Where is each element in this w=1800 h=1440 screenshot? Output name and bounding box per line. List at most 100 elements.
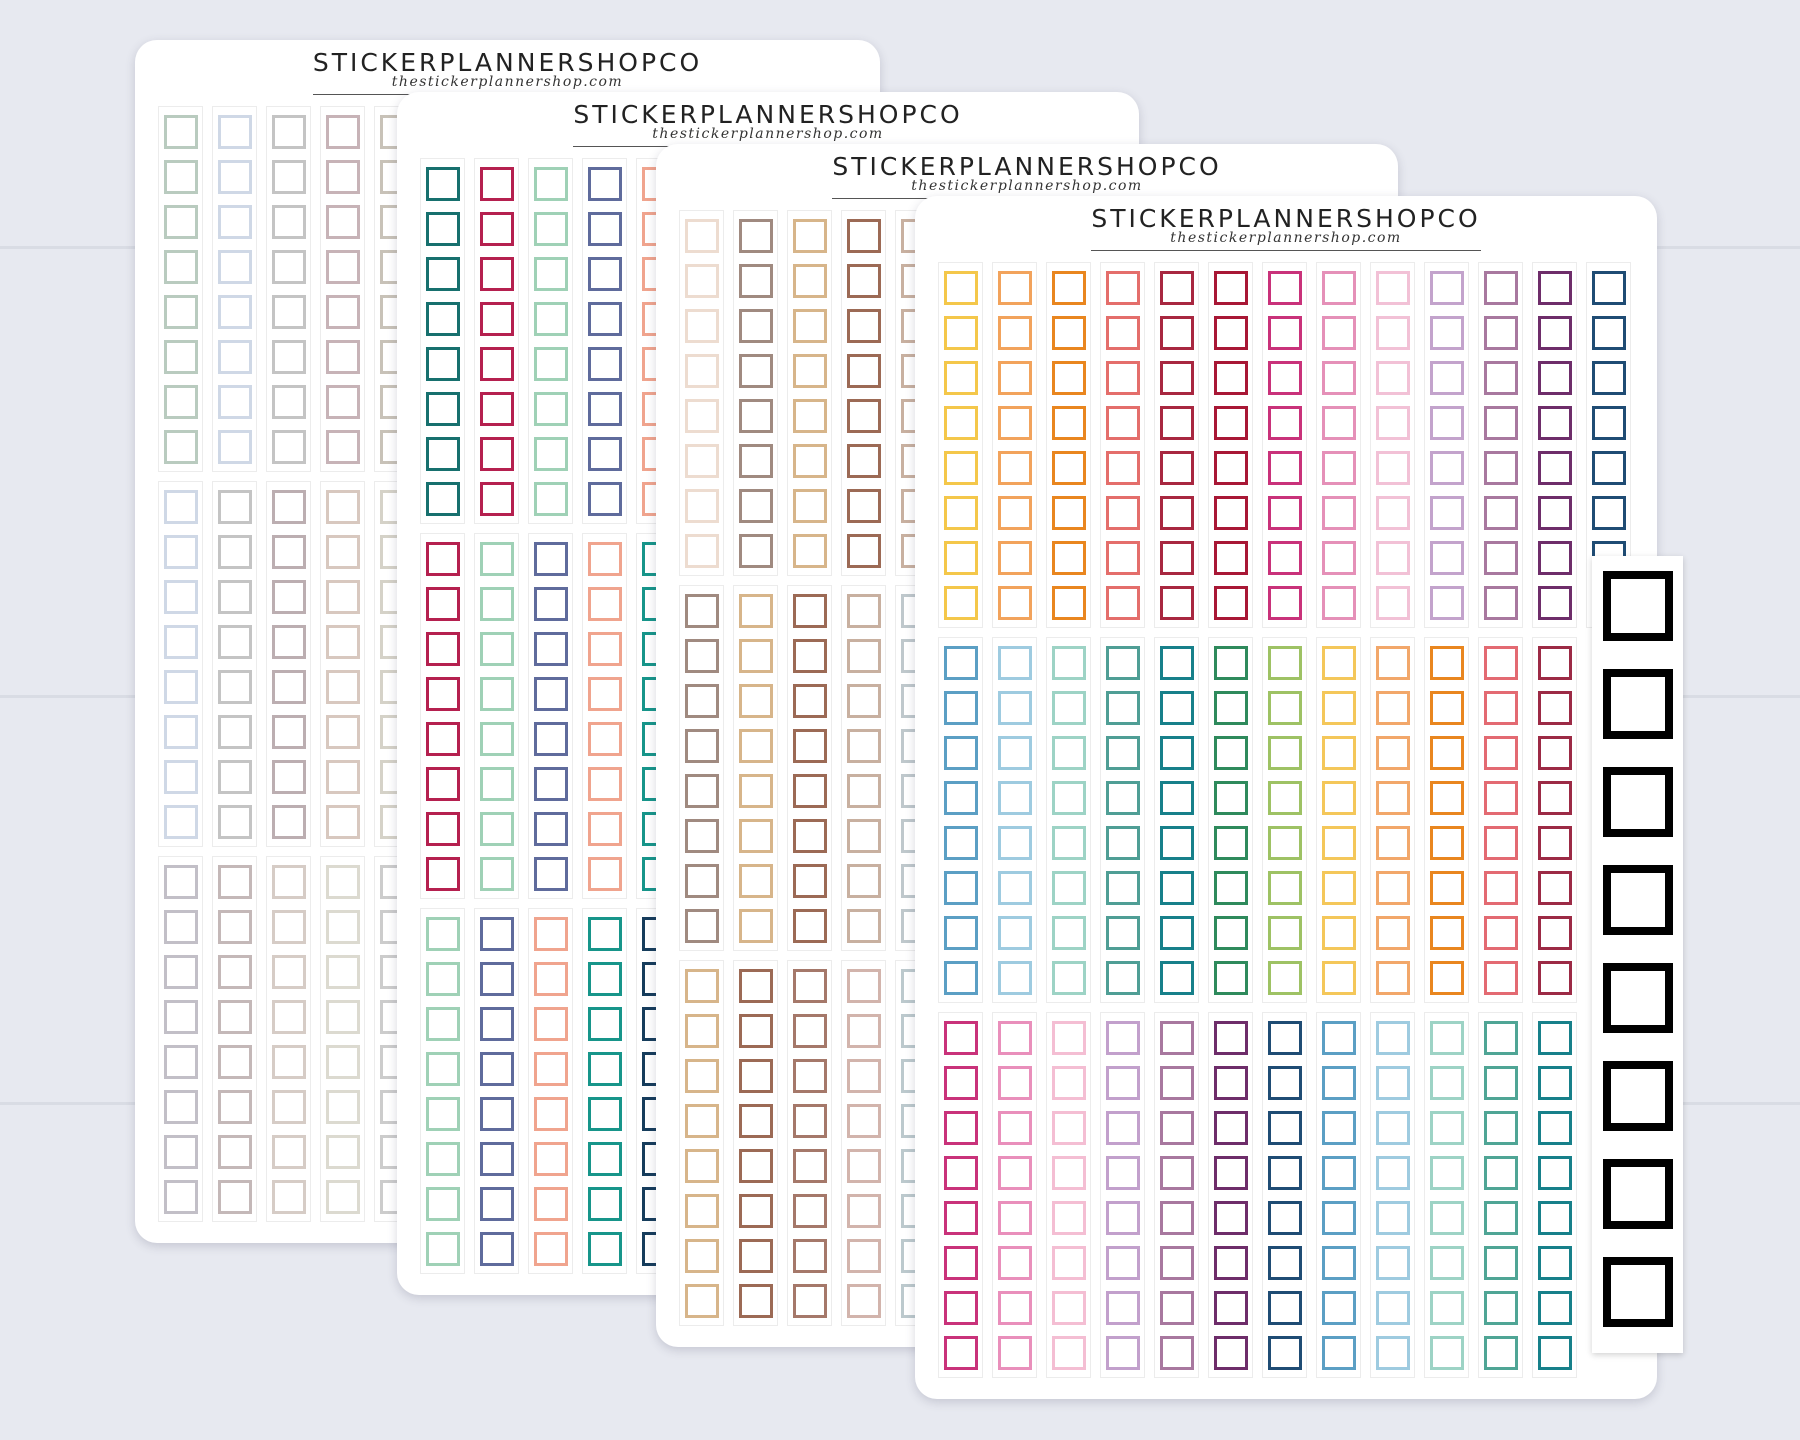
checkbox-icon: [163, 955, 198, 989]
checkbox-icon: [1105, 646, 1140, 680]
checkbox-icon: [479, 812, 514, 846]
checkbox-icon: [1375, 691, 1410, 725]
checkbox-icon: [997, 451, 1032, 485]
checkbox-icon: [217, 670, 252, 704]
checkbox-icon: [217, 490, 252, 524]
checkbox-icon: [1321, 1291, 1356, 1325]
checkbox-icon: [684, 969, 719, 1003]
checkbox-icon: [1267, 736, 1302, 770]
checkbox-icon: [792, 729, 827, 763]
checkbox-icon: [1375, 1291, 1410, 1325]
checkbox-icon: [425, 482, 460, 516]
brand-name: STICKERPLANNERSHOPCO: [312, 48, 703, 77]
checkbox-icon: [1051, 1246, 1086, 1280]
checkbox-icon: [271, 715, 306, 749]
checkbox-icon: [217, 955, 252, 989]
checkbox-icon: [846, 684, 881, 718]
checkbox-icon: [792, 1239, 827, 1273]
checkbox-icon: [738, 534, 773, 568]
checkbox-icon: [325, 865, 360, 899]
checkbox-strip: [158, 856, 203, 1222]
checkbox-strip: [266, 481, 311, 847]
checkbox-icon: [1483, 1336, 1518, 1370]
checkbox-icon: [738, 354, 773, 388]
checkbox-strip: [1316, 262, 1361, 628]
checkbox-icon: [997, 871, 1032, 905]
checkbox-icon: [1429, 1336, 1464, 1370]
checkbox-icon: [1105, 736, 1140, 770]
checkbox-icon: [1375, 1066, 1410, 1100]
checkbox-icon: [943, 496, 978, 530]
checkbox-icon: [1159, 1156, 1194, 1190]
checkbox-icon: [533, 917, 568, 951]
checkbox-icon: [1429, 916, 1464, 950]
checkbox-icon: [1051, 871, 1086, 905]
checkbox-icon: [325, 670, 360, 704]
checkbox-icon: [217, 760, 252, 794]
checkbox-icon: [1537, 826, 1572, 860]
checkbox-icon: [943, 1021, 978, 1055]
checkbox-icon: [738, 1194, 773, 1228]
checkbox-icon: [587, 437, 622, 471]
checkbox-icon: [792, 489, 827, 523]
checkbox-icon: [325, 1180, 360, 1214]
checkbox-icon: [846, 969, 881, 1003]
checkbox-strip: [212, 481, 257, 847]
checkbox-strip: [787, 210, 832, 576]
checkbox-strip: [733, 585, 778, 951]
checkbox-icon: [997, 541, 1032, 575]
checkbox-icon: [1105, 271, 1140, 305]
checkbox-strip: [679, 210, 724, 576]
checkbox-icon: [271, 490, 306, 524]
checkbox-strip: [1100, 1012, 1145, 1378]
checkbox-icon: [587, 962, 622, 996]
checkbox-icon: [163, 910, 198, 944]
checkbox-icon: [1429, 1291, 1464, 1325]
checkbox-icon: [943, 871, 978, 905]
checkbox-icon: [738, 729, 773, 763]
checkbox-strip: [1478, 1012, 1523, 1378]
checkbox-icon: [1105, 451, 1140, 485]
checkbox-icon: [425, 1097, 460, 1131]
checkbox-icon: [325, 490, 360, 524]
checkbox-icon: [846, 729, 881, 763]
checkbox-icon: [425, 722, 460, 756]
checkbox-icon: [1213, 1111, 1248, 1145]
checkbox-icon: [163, 760, 198, 794]
checkbox-icon: [846, 399, 881, 433]
checkbox-strip: [266, 106, 311, 472]
checkbox-icon: [792, 594, 827, 628]
checkbox-strip: [320, 481, 365, 847]
checkbox-icon: [1537, 646, 1572, 680]
checkbox-icon: [1429, 781, 1464, 815]
checkbox-strip: [992, 637, 1037, 1003]
checkbox-icon: [1213, 781, 1248, 815]
checkbox-icon: [479, 542, 514, 576]
checkbox-icon: [1537, 1291, 1572, 1325]
checkbox-strip: [1478, 637, 1523, 1003]
checkbox-icon: [943, 541, 978, 575]
checkbox-icon: [792, 684, 827, 718]
checkbox-icon: [1537, 1201, 1572, 1235]
brand-name: STICKERPLANNERSHOPCO: [1091, 204, 1481, 233]
checkbox-icon: [1375, 781, 1410, 815]
checkbox-icon: [1159, 541, 1194, 575]
checkbox-icon: [533, 632, 568, 666]
checkbox-icon: [1321, 406, 1356, 440]
checkbox-icon: [271, 805, 306, 839]
checkbox-icon: [1375, 271, 1410, 305]
checkbox-icon: [943, 1156, 978, 1190]
checkbox-icon: [1159, 1111, 1194, 1145]
checkbox-icon: [1537, 961, 1572, 995]
checkbox-icon: [479, 767, 514, 801]
checkbox-icon: [1213, 406, 1248, 440]
checkbox-icon: [1375, 871, 1410, 905]
checkbox-strip: [1532, 637, 1577, 1003]
checkbox-icon: [587, 1187, 622, 1221]
checkbox-icon: [1267, 1066, 1302, 1100]
checkbox-icon: [533, 1097, 568, 1131]
checkbox-icon: [684, 594, 719, 628]
checkbox-icon: [1591, 316, 1626, 350]
checkbox-icon: [1483, 1066, 1518, 1100]
checkbox-icon: [479, 857, 514, 891]
